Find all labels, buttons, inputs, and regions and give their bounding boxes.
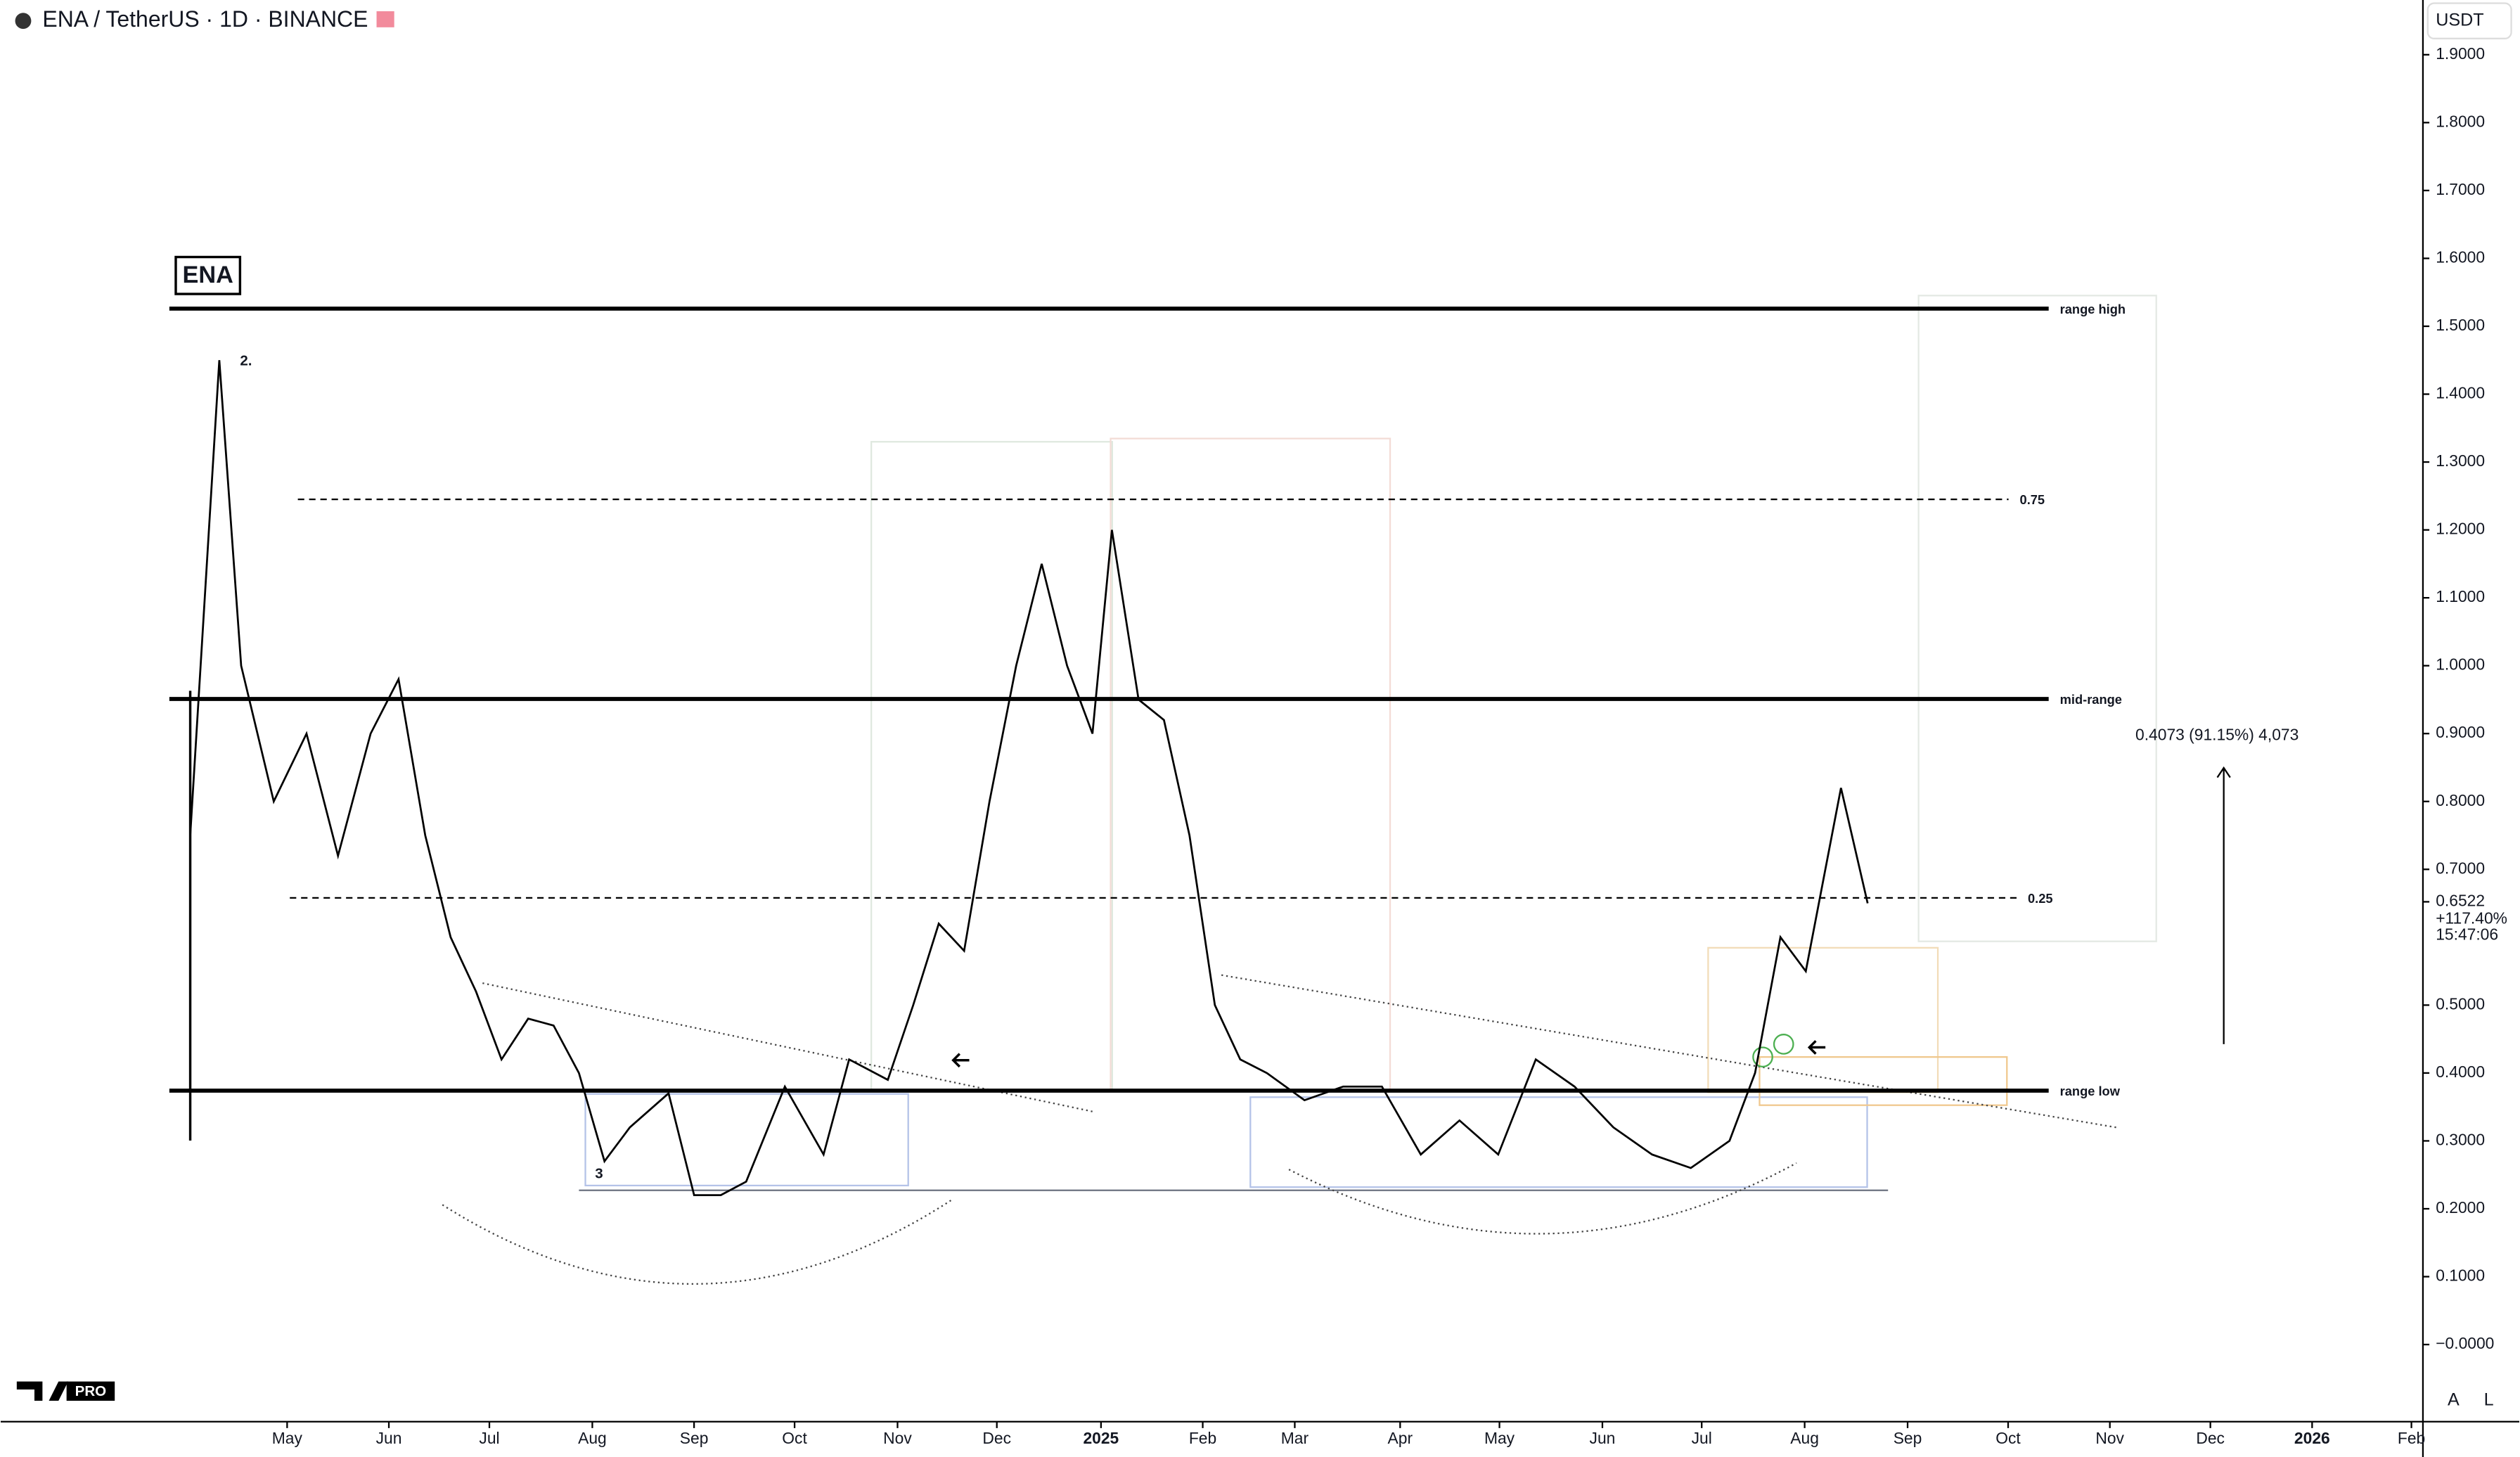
box <box>584 1093 909 1187</box>
level-label: 0.25 <box>2028 891 2053 906</box>
level-label: mid-range <box>2060 692 2122 707</box>
y-tick-label: 1.1000 <box>2436 587 2485 605</box>
box <box>1707 946 1939 1093</box>
y-tick-label: 0.5000 <box>2436 994 2485 1013</box>
y-tick-label: 0.4000 <box>2436 1063 2485 1081</box>
y-tick-label: 1.2000 <box>2436 520 2485 538</box>
y-tick-label: 1.5000 <box>2436 316 2485 334</box>
y-tick-label: 1.8000 <box>2436 112 2485 130</box>
countdown: 15:47:06 <box>2436 925 2498 943</box>
currency-button[interactable] <box>2426 2 2512 39</box>
change: +117.40% <box>2436 909 2507 928</box>
y-tick-label: 1.3000 <box>2436 451 2485 470</box>
y-tick-label: 0.7000 <box>2436 859 2485 877</box>
flag <box>376 11 394 27</box>
y-tick-label: −0.0000 <box>2436 1334 2494 1352</box>
x-tick-label: Nov <box>2095 1429 2124 1447</box>
y-tick-label: 0.1000 <box>2436 1266 2485 1285</box>
symbol-box <box>174 255 242 295</box>
symbol-icon <box>15 13 32 30</box>
y-tick-label: 0.8000 <box>2436 791 2485 809</box>
x-tick-label: 2025 <box>1083 1429 1119 1447</box>
box <box>870 441 1113 1092</box>
marker-circle <box>1773 1034 1794 1055</box>
currency[interactable]: USDT <box>2436 10 2483 30</box>
box <box>1759 1056 2008 1106</box>
y-tick-label: 1.0000 <box>2436 655 2485 674</box>
scale-button[interactable]: A <box>2448 1390 2460 1410</box>
x-tick-label: Jul <box>479 1429 499 1447</box>
x-tick-label: Aug <box>578 1429 607 1447</box>
wave-label: 3 <box>595 1165 603 1181</box>
x-tick-label: Feb <box>1189 1429 1216 1447</box>
logo-mark <box>16 1381 68 1401</box>
y-tick-label: 1.6000 <box>2436 248 2485 266</box>
chart-title: ENA / TetherUS · 1D · BINANCE <box>42 6 368 32</box>
y-tick-label: 1.9000 <box>2436 44 2485 63</box>
symbol-label: ENA <box>183 262 233 288</box>
level-label: range high <box>2060 302 2126 316</box>
price-line <box>189 360 1869 1197</box>
marker-circle <box>1752 1046 1773 1068</box>
x-tick-label: Nov <box>883 1429 912 1447</box>
arrow <box>1807 1040 1826 1055</box>
badge-bg <box>66 1381 115 1401</box>
arc <box>1288 1162 1797 1235</box>
x-tick-label: Feb <box>2398 1429 2425 1447</box>
badge: PRO <box>75 1383 107 1399</box>
y-tick-label: 1.7000 <box>2436 180 2485 198</box>
arc <box>442 1199 953 1285</box>
y-tick-label: 0.9000 <box>2436 723 2485 741</box>
x-tick-label: Sep <box>1894 1429 1922 1447</box>
trendline <box>1221 974 2119 1129</box>
level-label: range low <box>2060 1084 2121 1098</box>
x-tick-label: May <box>272 1429 303 1447</box>
drawings <box>174 255 2231 1285</box>
wave-label: 2. <box>240 352 252 368</box>
y-tick-label: 0.3000 <box>2436 1130 2485 1148</box>
logo: PRO <box>16 1381 115 1401</box>
level-label: 0.75 <box>2020 492 2045 507</box>
arrow <box>951 1053 970 1068</box>
x-tick-label: Sep <box>680 1429 709 1447</box>
x-tick-label: Jun <box>1590 1429 1616 1447</box>
x-tick-label: Dec <box>2196 1429 2225 1447</box>
x-tick-label: Aug <box>1790 1429 1819 1447</box>
box <box>1249 1096 1868 1188</box>
x-tick-label: Mar <box>1281 1429 1309 1447</box>
box <box>1917 295 2157 942</box>
x-tick-label: Apr <box>1388 1429 1413 1447</box>
x-tick-label: May <box>1484 1429 1515 1447</box>
x-tick-label: Jul <box>1692 1429 1712 1447</box>
scale-button[interactable]: L <box>2484 1390 2494 1410</box>
x-tick-label: Dec <box>982 1429 1011 1447</box>
box <box>1110 437 1391 1092</box>
last-price: 0.6522 <box>2436 891 2485 909</box>
y-tick-label: 0.2000 <box>2436 1198 2485 1217</box>
x-tick-label: Jun <box>376 1429 402 1447</box>
x-tick-label: 2026 <box>2294 1429 2330 1447</box>
x-tick-label: Oct <box>782 1429 807 1447</box>
y-tick-label: 1.4000 <box>2436 384 2485 402</box>
measure-arrow <box>2216 766 2231 1044</box>
measure-label: 0.4073 (91.15%) 4,073 <box>2135 725 2299 743</box>
x-tick-label: Oct <box>1995 1429 2021 1447</box>
